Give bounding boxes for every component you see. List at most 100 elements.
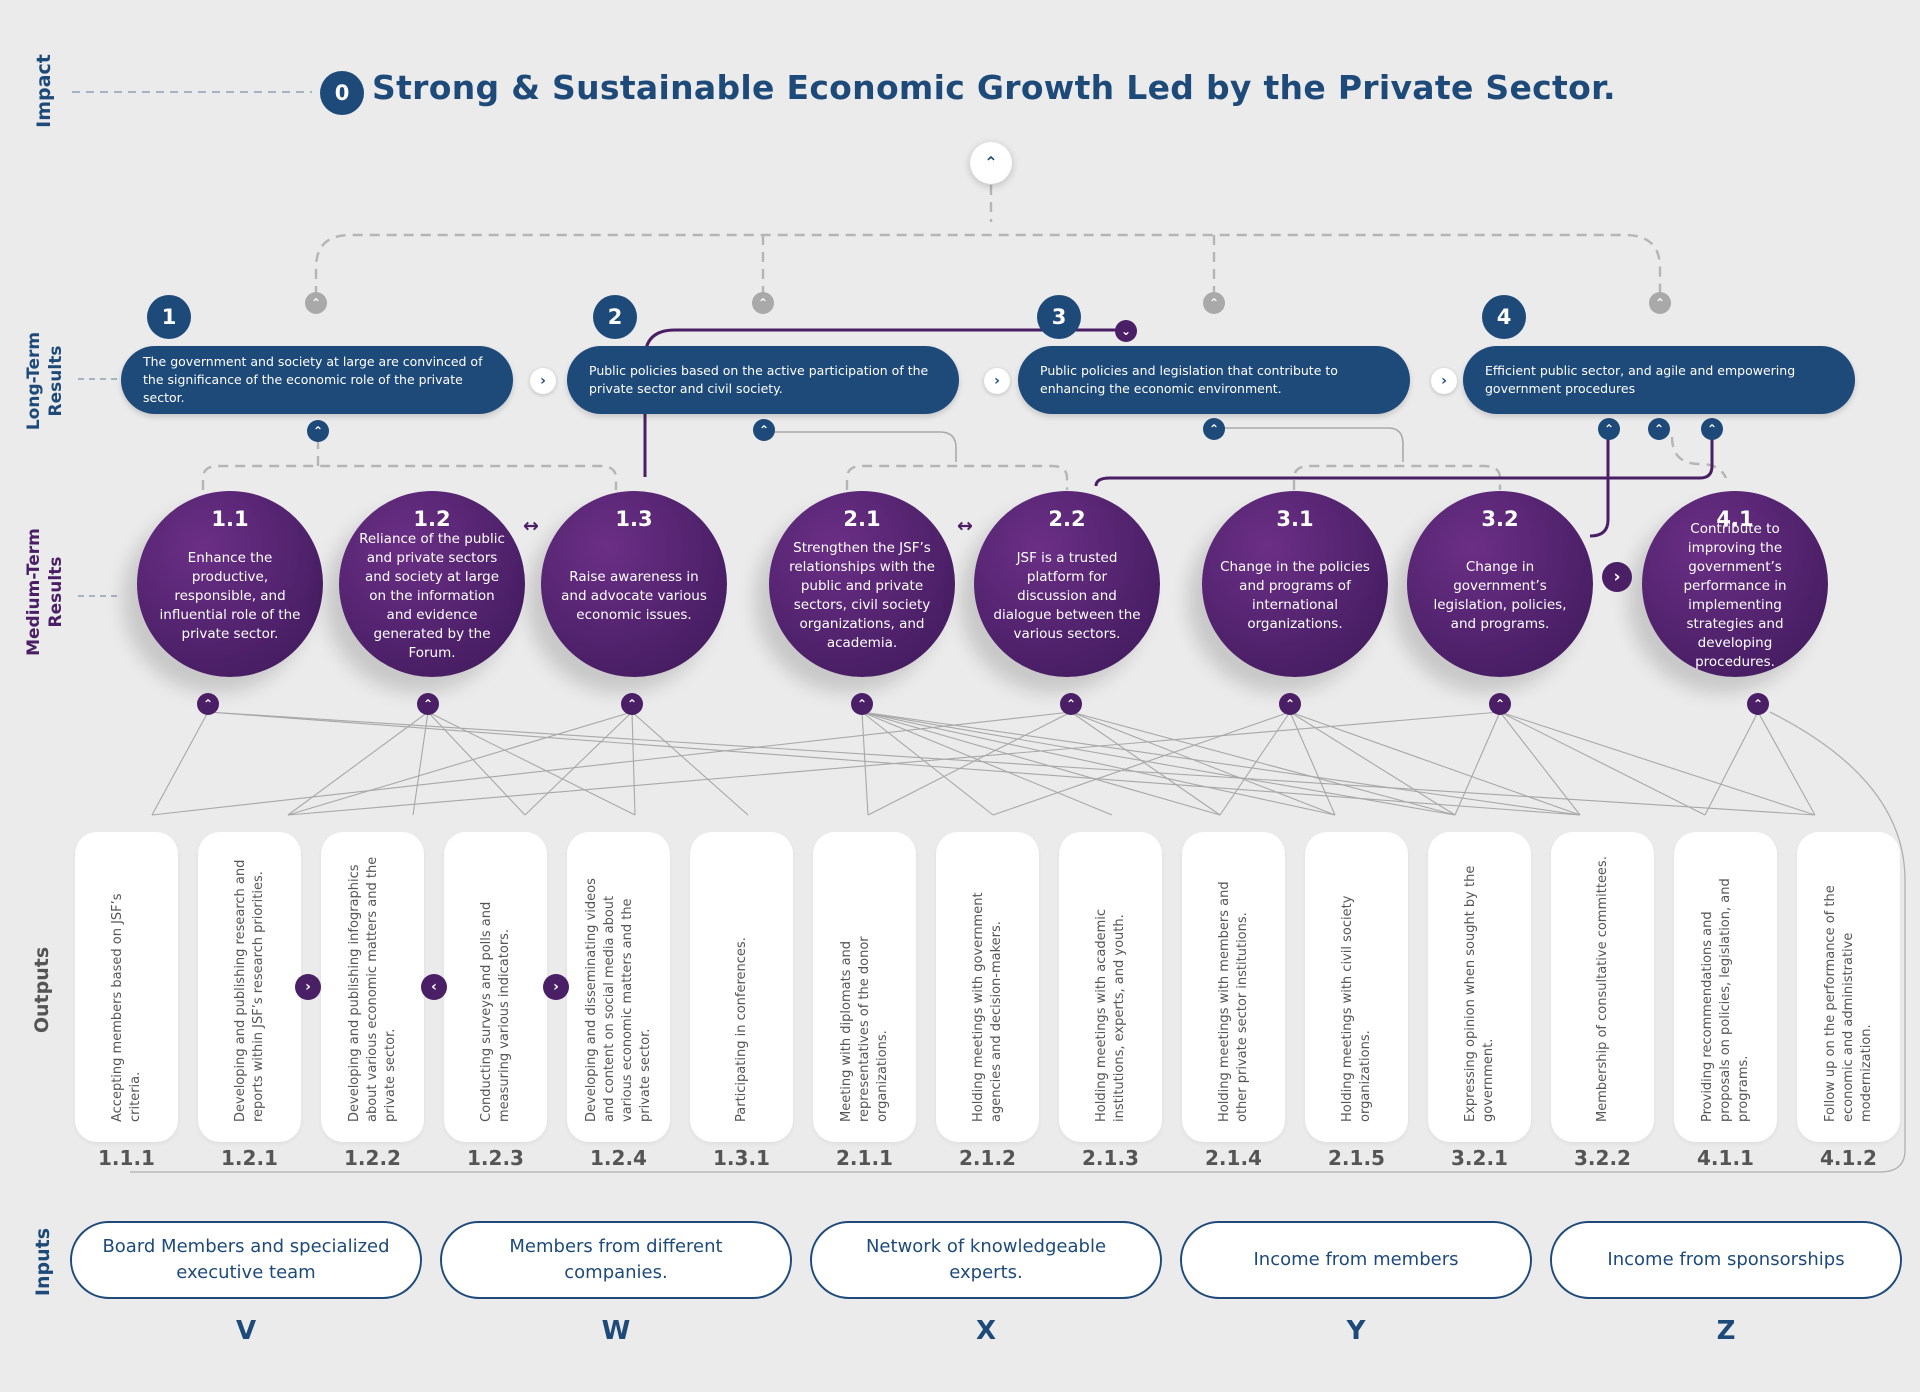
long-term-dashed-bracket <box>314 233 1662 296</box>
medium-term-result-1-1: 1.1 Enhance the productive, responsible,… <box>137 491 323 677</box>
output-text: Conducting surveys and polls and measuri… <box>478 901 512 1122</box>
chevron-up-icon[interactable]: ⌃ <box>1203 292 1225 314</box>
output-number: 2.1.5 <box>1328 1146 1385 1170</box>
chevron-right-icon[interactable]: › <box>295 974 321 1000</box>
output-card-4-1-1: Providing recommendations and proposals … <box>1674 832 1777 1142</box>
chevron-up-icon[interactable]: ⌃ <box>851 693 873 715</box>
medium-term-number: 2.2 <box>1048 507 1086 531</box>
chevron-right-icon[interactable]: › <box>1431 368 1457 394</box>
long-term-result-3-text: Public policies and legislation that con… <box>1040 363 1338 396</box>
output-link-line <box>631 711 749 816</box>
chevron-left-icon[interactable]: ‹ <box>421 974 447 1000</box>
output-number: 4.1.2 <box>1820 1146 1877 1170</box>
output-link-line <box>524 711 633 816</box>
output-number: 1.2.4 <box>590 1146 647 1170</box>
chevron-up-icon[interactable]: ⌃ <box>1203 418 1225 440</box>
purple-link-2-2-to-4 <box>1094 437 1714 487</box>
output-link-line <box>427 711 636 816</box>
output-card-2-1-4: Holding meetings with members and other … <box>1182 832 1285 1142</box>
chevron-up-icon[interactable]: ⌃ <box>621 693 643 715</box>
output-card-1-1-1: Accepting members based on JSF’s criteri… <box>75 832 178 1142</box>
output-number: 2.1.3 <box>1082 1146 1139 1170</box>
chevron-up-icon[interactable]: ⌃ <box>417 693 439 715</box>
output-link-line <box>207 711 1816 816</box>
output-link-line <box>151 711 1072 816</box>
double-arrow-icon[interactable]: ↔ <box>957 514 973 537</box>
output-text: Participating in conferences. <box>733 937 749 1122</box>
input-box-income-members: Income from members <box>1180 1221 1532 1299</box>
output-link-line <box>861 711 1581 816</box>
output-card-1-3-1: Participating in conferences. <box>690 832 793 1142</box>
chevron-up-icon[interactable]: ⌃ <box>1648 418 1670 440</box>
medium-term-result-1-3: 1.3 Raise awareness in and advocate vari… <box>541 491 727 677</box>
medium-term-text: Enhance the productive, responsible, and… <box>159 549 301 642</box>
double-arrow-icon[interactable]: ↔ <box>523 514 539 537</box>
medium-term-result-2-2: 2.2 JSF is a trusted platform for discus… <box>974 491 1160 677</box>
chevron-up-icon[interactable]: ⌃ <box>305 292 327 314</box>
chevron-right-icon[interactable]: › <box>984 368 1010 394</box>
output-link-line <box>287 711 1501 816</box>
output-card-2-1-5: Holding meetings with civil society orga… <box>1305 832 1408 1142</box>
medium-term-bracket-4 <box>1670 436 1728 479</box>
input-letter: W <box>601 1316 631 1346</box>
input-box-income-sponsorships: Income from sponsorships <box>1550 1221 1902 1299</box>
row-label-medium-term: Medium-Term Results <box>24 528 66 656</box>
output-number: 4.1.1 <box>1697 1146 1754 1170</box>
output-text: Accepting members based on JSF’s criteri… <box>109 893 143 1122</box>
chevron-up-icon[interactable]: ⌃ <box>1279 693 1301 715</box>
impact-number: 0 <box>320 71 364 115</box>
chevron-up-icon[interactable]: ⌃ <box>307 420 329 442</box>
connector-curve-2 <box>764 431 957 462</box>
chevron-down-icon[interactable]: ⌄ <box>1115 320 1137 342</box>
output-text: Developing and publishing infographics a… <box>346 856 398 1122</box>
chevron-right-icon[interactable]: › <box>543 974 569 1000</box>
medium-term-result-2-1: 2.1 Strengthen the JSF’s relationships w… <box>769 491 955 677</box>
long-term-result-4-text: Efficient public sector, and agile and e… <box>1485 363 1796 396</box>
input-letter: X <box>975 1316 997 1346</box>
input-letter: V <box>235 1316 257 1346</box>
output-number: 3.2.2 <box>1574 1146 1631 1170</box>
output-number: 1.2.2 <box>344 1146 401 1170</box>
output-card-3-2-1: Expressing opinion when sought by the go… <box>1428 832 1531 1142</box>
medium-term-bracket-3 <box>1292 464 1502 490</box>
long-term-result-1: The government and society at large are … <box>121 346 513 414</box>
input-box-board-members: Board Members and specialized executive … <box>70 1221 422 1299</box>
chevron-right-icon[interactable]: › <box>1602 562 1632 592</box>
medium-term-text: Change in the policies and programs of i… <box>1220 559 1370 632</box>
output-text: Developing and publishing research and r… <box>232 859 266 1122</box>
output-number: 3.2.1 <box>1451 1146 1508 1170</box>
output-link-line <box>861 711 1113 816</box>
chevron-up-icon[interactable]: ⌃ <box>1649 292 1671 314</box>
medium-term-text: Reliance of the public and private secto… <box>359 530 505 661</box>
output-link-line <box>1070 711 1221 816</box>
row-label-inputs: Inputs <box>32 1227 54 1297</box>
output-text: Holding meetings with civil society orga… <box>1339 895 1373 1122</box>
chevron-up-icon[interactable]: ⌃ <box>753 419 775 441</box>
output-link-line <box>1070 711 1456 816</box>
chevron-up-icon[interactable]: ⌃ <box>1060 693 1082 715</box>
chevron-right-icon[interactable]: › <box>530 368 556 394</box>
output-link-line <box>151 711 209 816</box>
output-text: Holding meetings with academic instituti… <box>1093 908 1127 1122</box>
output-link-line <box>1499 711 1706 816</box>
output-card-4-1-2: Follow up on the performance of the econ… <box>1797 832 1900 1142</box>
chevron-up-icon[interactable]: ⌃ <box>197 693 219 715</box>
chevron-up-icon[interactable]: ⌃ <box>1747 693 1769 715</box>
impact-chevron-up-icon[interactable]: ⌃ <box>970 142 1012 184</box>
output-card-2-1-3: Holding meetings with academic instituti… <box>1059 832 1162 1142</box>
chevron-up-icon[interactable]: ⌃ <box>1701 418 1723 440</box>
input-box-experts-network: Network of knowledgeable experts. <box>810 1221 1162 1299</box>
output-link-line <box>1499 711 1816 816</box>
medium-term-result-1-2: 1.2 Reliance of the public and private s… <box>339 491 525 677</box>
medium-term-text: Raise awareness in and advocate various … <box>561 568 707 623</box>
medium-term-number: 2.1 <box>843 507 881 531</box>
output-link-line <box>287 711 429 816</box>
impact-title: Strong & Sustainable Economic Growth Led… <box>372 68 1616 107</box>
output-number: 2.1.2 <box>959 1146 1016 1170</box>
medium-term-result-3-1: 3.1 Change in the policies and programs … <box>1202 491 1388 677</box>
chevron-up-icon[interactable]: ⌃ <box>752 292 774 314</box>
chevron-up-icon[interactable]: ⌃ <box>1489 693 1511 715</box>
chevron-up-icon[interactable]: ⌃ <box>1598 418 1620 440</box>
output-number: 1.2.1 <box>221 1146 278 1170</box>
